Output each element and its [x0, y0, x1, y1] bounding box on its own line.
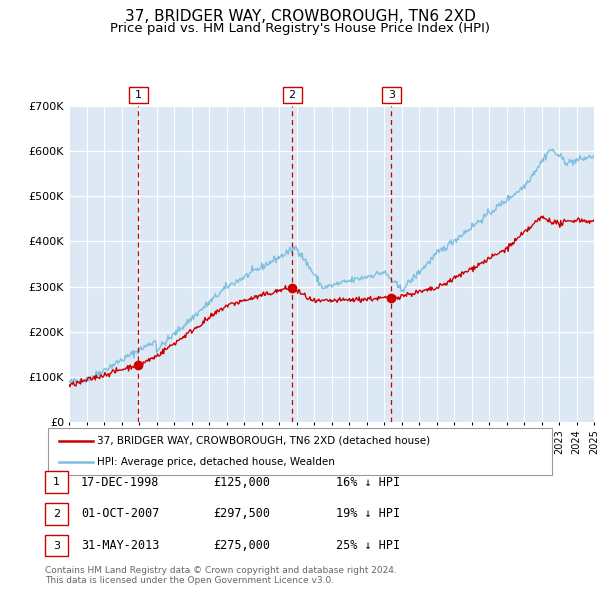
- Text: Price paid vs. HM Land Registry's House Price Index (HPI): Price paid vs. HM Land Registry's House …: [110, 22, 490, 35]
- Text: 1: 1: [135, 90, 142, 100]
- Text: 37, BRIDGER WAY, CROWBOROUGH, TN6 2XD (detached house): 37, BRIDGER WAY, CROWBOROUGH, TN6 2XD (d…: [97, 436, 430, 446]
- Text: Contains HM Land Registry data © Crown copyright and database right 2024.
This d: Contains HM Land Registry data © Crown c…: [45, 566, 397, 585]
- Text: 25% ↓ HPI: 25% ↓ HPI: [336, 539, 400, 552]
- Text: HPI: Average price, detached house, Wealden: HPI: Average price, detached house, Weal…: [97, 457, 335, 467]
- Text: 2: 2: [289, 90, 296, 100]
- Text: 3: 3: [53, 541, 60, 550]
- Text: 01-OCT-2007: 01-OCT-2007: [81, 507, 160, 520]
- Text: 17-DEC-1998: 17-DEC-1998: [81, 476, 160, 489]
- Text: 37, BRIDGER WAY, CROWBOROUGH, TN6 2XD: 37, BRIDGER WAY, CROWBOROUGH, TN6 2XD: [125, 9, 475, 24]
- Text: 1: 1: [53, 477, 60, 487]
- Text: 2: 2: [53, 509, 60, 519]
- Text: 31-MAY-2013: 31-MAY-2013: [81, 539, 160, 552]
- Text: £125,000: £125,000: [213, 476, 270, 489]
- Text: 19% ↓ HPI: 19% ↓ HPI: [336, 507, 400, 520]
- Text: £297,500: £297,500: [213, 507, 270, 520]
- Text: £275,000: £275,000: [213, 539, 270, 552]
- Text: 16% ↓ HPI: 16% ↓ HPI: [336, 476, 400, 489]
- Text: 3: 3: [388, 90, 395, 100]
